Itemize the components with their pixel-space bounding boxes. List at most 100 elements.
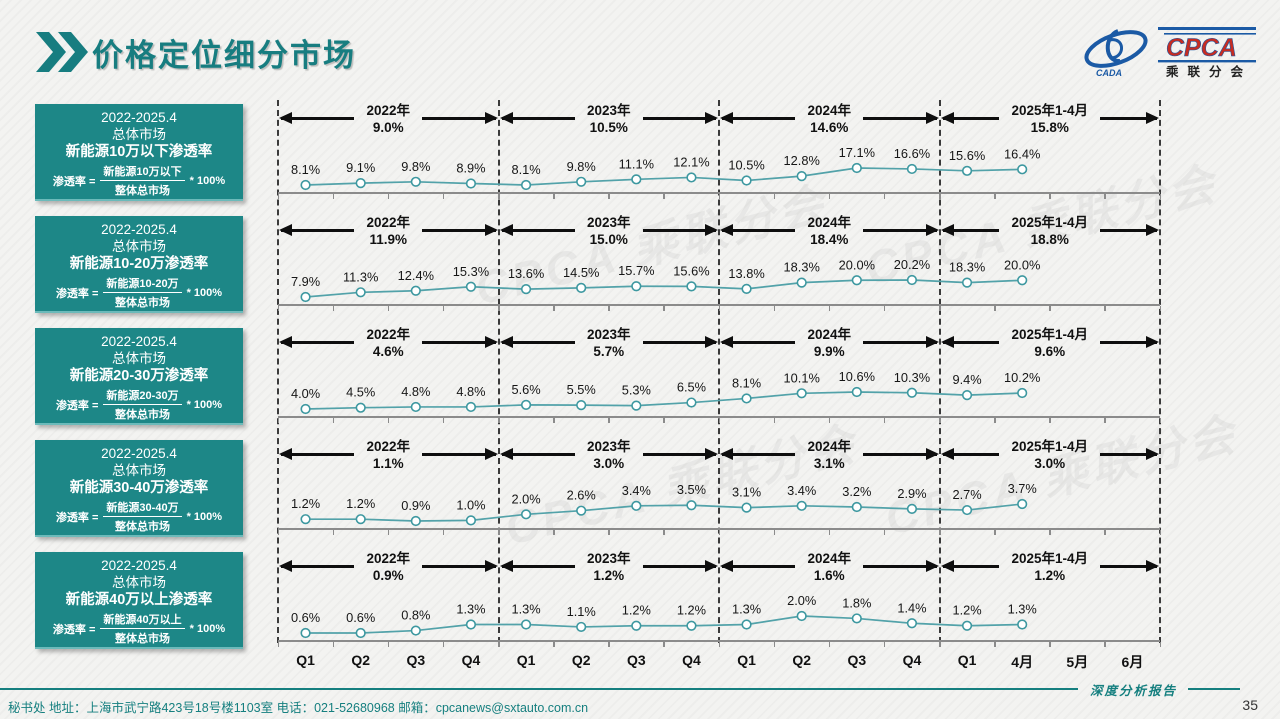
data-point-marker xyxy=(961,620,973,631)
panel-formula: 渗透率 = 新能源10-20万 整体总市场 * 100% xyxy=(35,275,243,310)
right-arrow-icon xyxy=(642,336,719,347)
axis-tick xyxy=(442,194,445,199)
axis-tick xyxy=(387,530,390,535)
data-point-marker xyxy=(465,281,477,292)
data-point-label: 15.7% xyxy=(618,263,654,278)
data-point-marker xyxy=(906,618,918,629)
data-point-label: 1.4% xyxy=(897,600,926,615)
data-point-marker xyxy=(355,514,366,525)
segment-year: 2022年 xyxy=(366,439,411,454)
segment-average: 3.0% xyxy=(593,456,625,471)
segment-year: 2024年 xyxy=(807,215,852,230)
data-point-label: 15.3% xyxy=(453,264,489,279)
axis-tick xyxy=(994,642,996,647)
axis-tick xyxy=(718,530,720,535)
right-arrow-icon xyxy=(1100,112,1159,123)
axis-tick xyxy=(1159,530,1161,535)
segment-year: 2025年1-4月 xyxy=(1011,103,1089,118)
data-point-marker xyxy=(796,388,807,399)
data-point-label: 13.6% xyxy=(508,266,544,281)
segment-average: 9.6% xyxy=(1034,344,1066,359)
axis-tick xyxy=(277,306,279,311)
segment-label: 2023年 10.5% xyxy=(584,102,634,136)
data-point-marker xyxy=(686,620,697,631)
axis-tick xyxy=(883,194,886,199)
year-boundary-line xyxy=(718,100,720,643)
panel-market: 总体市场 xyxy=(112,575,166,590)
formula-multiplier: * 100% xyxy=(186,286,223,299)
segment-label: 2024年 1.6% xyxy=(804,550,854,584)
x-axis-label: Q3 xyxy=(847,652,867,668)
axis-tick xyxy=(994,418,996,423)
data-point-label: 20.0% xyxy=(1004,257,1040,272)
data-point-marker xyxy=(906,503,918,514)
x-axis-label: Q2 xyxy=(351,652,371,668)
x-axis-label: Q2 xyxy=(792,652,812,668)
formula-fraction: 新能源40万以上 整体总市场 xyxy=(100,611,185,646)
data-point-marker xyxy=(410,401,421,413)
x-axis-label: Q4 xyxy=(461,652,481,668)
data-point-marker xyxy=(410,176,421,187)
right-arrow-icon xyxy=(1100,336,1159,347)
penetration-line-chart: 7.9% 11.3% 12.4% 15.3% 13.6% 14.5% 15.7% 15.6% 1… xyxy=(291,257,1040,303)
data-point-marker xyxy=(465,178,477,189)
axis-tick xyxy=(663,306,665,311)
left-arrow-icon xyxy=(940,224,1000,235)
data-point-marker xyxy=(1017,275,1028,286)
data-point-marker xyxy=(961,504,973,516)
data-point-marker xyxy=(961,165,973,176)
axis-tick xyxy=(332,306,335,311)
formula-multiplier: * 100% xyxy=(189,174,226,187)
year-segment-header: 2025年1-4月 18.8% xyxy=(940,214,1159,250)
axis-tick xyxy=(828,418,831,423)
data-point-label: 10.6% xyxy=(839,369,875,384)
data-point-marker xyxy=(906,274,918,286)
segment-label: 2023年 15.0% xyxy=(584,214,634,248)
axis-tick xyxy=(828,642,831,647)
data-point-marker xyxy=(961,389,973,401)
data-point-marker xyxy=(465,401,477,413)
data-point-marker xyxy=(355,627,366,639)
data-point-label: 0.6% xyxy=(291,610,320,625)
formula-numerator: 新能源40万以上 xyxy=(100,611,185,629)
data-point-label: 2.0% xyxy=(511,491,540,506)
data-point-label: 2.6% xyxy=(567,488,596,503)
right-arrow-icon xyxy=(422,336,499,347)
axis-tick xyxy=(608,530,610,535)
segment-average: 9.9% xyxy=(813,344,845,359)
data-point-label: 20.0% xyxy=(839,257,875,272)
data-point-marker xyxy=(576,282,587,293)
penetration-line-chart: 4.0% 4.5% 4.8% 4.8% 5.6% 5.5% 5.3% 6.5% 8.1% 10.1… xyxy=(291,369,1040,415)
panel-market: 总体市场 xyxy=(112,239,166,254)
year-segment-header: 2022年 11.9% xyxy=(278,214,499,250)
data-point-label: 2.9% xyxy=(897,486,926,501)
panel-formula: 渗透率 = 新能源40万以上 整体总市场 * 100% xyxy=(35,611,243,646)
panel-market: 总体市场 xyxy=(112,127,166,142)
x-axis-label: Q1 xyxy=(737,652,756,668)
axis-tick xyxy=(553,642,555,647)
panel-formula: 渗透率 = 新能源20-30万 整体总市场 * 100% xyxy=(35,387,243,422)
axis-tick xyxy=(883,418,886,423)
right-arrow-icon xyxy=(1100,448,1159,459)
axis-tick xyxy=(828,194,831,199)
axis-tick xyxy=(553,306,555,311)
year-segment-header: 2025年1-4月 1.2% xyxy=(940,550,1159,586)
segment-average: 1.2% xyxy=(1034,568,1066,583)
data-point-label: 0.9% xyxy=(401,498,430,513)
segment-label: 2022年 1.1% xyxy=(363,438,413,472)
chevron-icon xyxy=(36,32,88,72)
x-axis-label: 6月 xyxy=(1121,654,1144,670)
data-point-label: 16.6% xyxy=(894,146,930,161)
axis-tick xyxy=(939,642,941,647)
segment-average: 18.4% xyxy=(810,232,849,247)
segment-year: 2023年 xyxy=(586,103,631,118)
axis-tick xyxy=(553,194,555,199)
svg-text:CADA: CADA xyxy=(1096,68,1122,78)
data-point-marker xyxy=(355,402,366,413)
segment-panel: 2022-2025.4 总体市场 新能源40万以上渗透率 渗透率 = 新能源40万以上整… xyxy=(35,552,243,649)
cpca-logo: CADA CPCA 乘联分会 xyxy=(1084,27,1256,78)
data-point-label: 4.0% xyxy=(291,386,320,401)
segment-year: 2023年 xyxy=(586,215,631,230)
year-segment-header: 2023年 15.0% xyxy=(499,214,719,250)
